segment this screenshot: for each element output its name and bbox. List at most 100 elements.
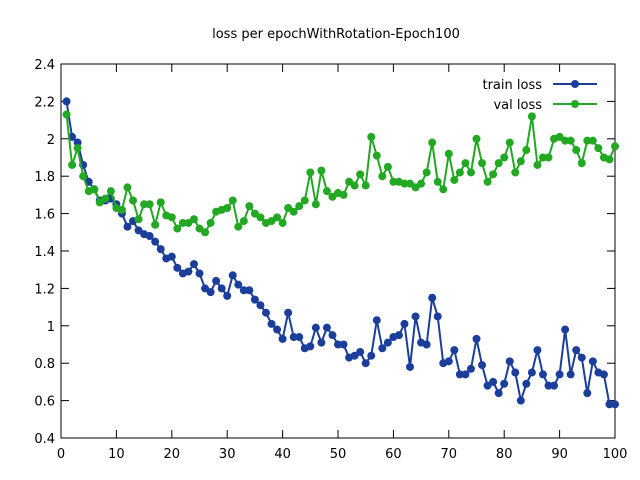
data-point <box>483 177 492 186</box>
data-point <box>428 138 437 147</box>
y-tick-label: 1.6 <box>34 208 55 223</box>
x-tick-label: 10 <box>108 447 125 462</box>
data-point <box>356 170 365 179</box>
data-point <box>79 172 88 181</box>
x-tick-label: 40 <box>274 447 291 462</box>
y-tick-label: 2.2 <box>34 95 55 110</box>
x-tick-label: 20 <box>164 447 181 462</box>
data-point <box>611 400 619 409</box>
data-point <box>322 323 331 332</box>
legend-marker <box>571 80 579 88</box>
y-tick-label: 2.4 <box>34 58 55 73</box>
data-point <box>206 288 215 297</box>
data-point <box>167 252 176 261</box>
data-point <box>489 170 498 179</box>
data-point <box>544 381 553 390</box>
y-tick-label: 1 <box>47 320 55 335</box>
series-train-loss <box>62 97 619 409</box>
data-point <box>478 159 487 168</box>
data-point <box>516 157 525 166</box>
data-point <box>406 362 415 371</box>
data-point <box>500 379 509 388</box>
data-point <box>555 370 564 379</box>
data-point <box>256 213 265 222</box>
data-point <box>173 224 182 233</box>
data-point <box>106 187 115 196</box>
data-point <box>228 196 237 205</box>
data-point <box>417 179 426 188</box>
data-point <box>422 168 431 177</box>
data-point <box>101 194 110 203</box>
data-point <box>594 144 603 153</box>
data-point <box>422 340 431 349</box>
data-point <box>267 319 276 328</box>
data-point <box>522 379 531 388</box>
data-point <box>361 181 370 190</box>
y-tick-label: 1.4 <box>34 245 55 260</box>
data-point <box>444 357 453 366</box>
data-point <box>195 269 204 278</box>
data-point <box>466 364 475 373</box>
data-point <box>273 325 282 334</box>
tick-labels: 0 10 20 30 40 50 60 70 80 90 100 0.4 0.6 0.8 1 1.2 1.4 1.… <box>34 58 627 462</box>
data-point <box>212 276 221 285</box>
data-point <box>566 136 575 145</box>
data-point <box>522 146 531 155</box>
data-point <box>156 198 165 207</box>
data-point <box>378 172 387 181</box>
data-point <box>134 215 143 224</box>
series-line <box>65 101 615 406</box>
data-point <box>68 160 77 169</box>
data-point <box>383 162 392 171</box>
data-point <box>566 370 575 379</box>
data-point <box>394 331 403 340</box>
data-point <box>322 187 331 196</box>
data-point <box>433 312 442 321</box>
data-point <box>289 207 298 216</box>
data-point <box>544 153 553 162</box>
data-point <box>217 284 226 293</box>
y-tick-label: 0.8 <box>34 357 55 372</box>
data-point <box>295 333 304 342</box>
data-point <box>527 112 536 121</box>
data-point <box>90 185 99 194</box>
data-point <box>561 325 570 334</box>
data-point <box>511 168 520 177</box>
data-point <box>472 134 481 143</box>
data-point <box>334 340 342 349</box>
data-point <box>439 185 448 194</box>
data-point <box>572 146 581 155</box>
x-tick-label: 60 <box>385 447 402 462</box>
data-point <box>372 151 381 160</box>
data-point <box>173 263 182 272</box>
data-point <box>605 155 614 164</box>
legend-label: train loss <box>482 78 542 93</box>
data-point <box>256 301 265 310</box>
data-point <box>378 344 387 353</box>
data-point <box>411 312 420 321</box>
data-point <box>461 159 470 168</box>
legend-label: val loss <box>493 98 542 113</box>
data-point <box>561 136 570 145</box>
data-point <box>494 389 503 398</box>
data-point <box>151 237 160 246</box>
data-point <box>189 215 198 224</box>
data-point <box>278 218 287 227</box>
data-point <box>450 175 459 184</box>
data-point <box>184 267 193 276</box>
data-point <box>295 202 304 211</box>
y-tick-label: 1.8 <box>34 170 55 185</box>
data-point <box>505 138 514 147</box>
x-tick-label: 70 <box>441 447 458 462</box>
data-point <box>572 346 581 355</box>
data-point <box>328 331 337 340</box>
data-point <box>489 377 498 386</box>
y-tick-label: 1.2 <box>34 282 55 297</box>
data-point <box>223 203 232 212</box>
data-point <box>433 177 442 186</box>
data-point <box>178 218 187 227</box>
x-tick-label: 80 <box>496 447 513 462</box>
data-point <box>361 359 370 368</box>
data-point <box>494 159 503 168</box>
